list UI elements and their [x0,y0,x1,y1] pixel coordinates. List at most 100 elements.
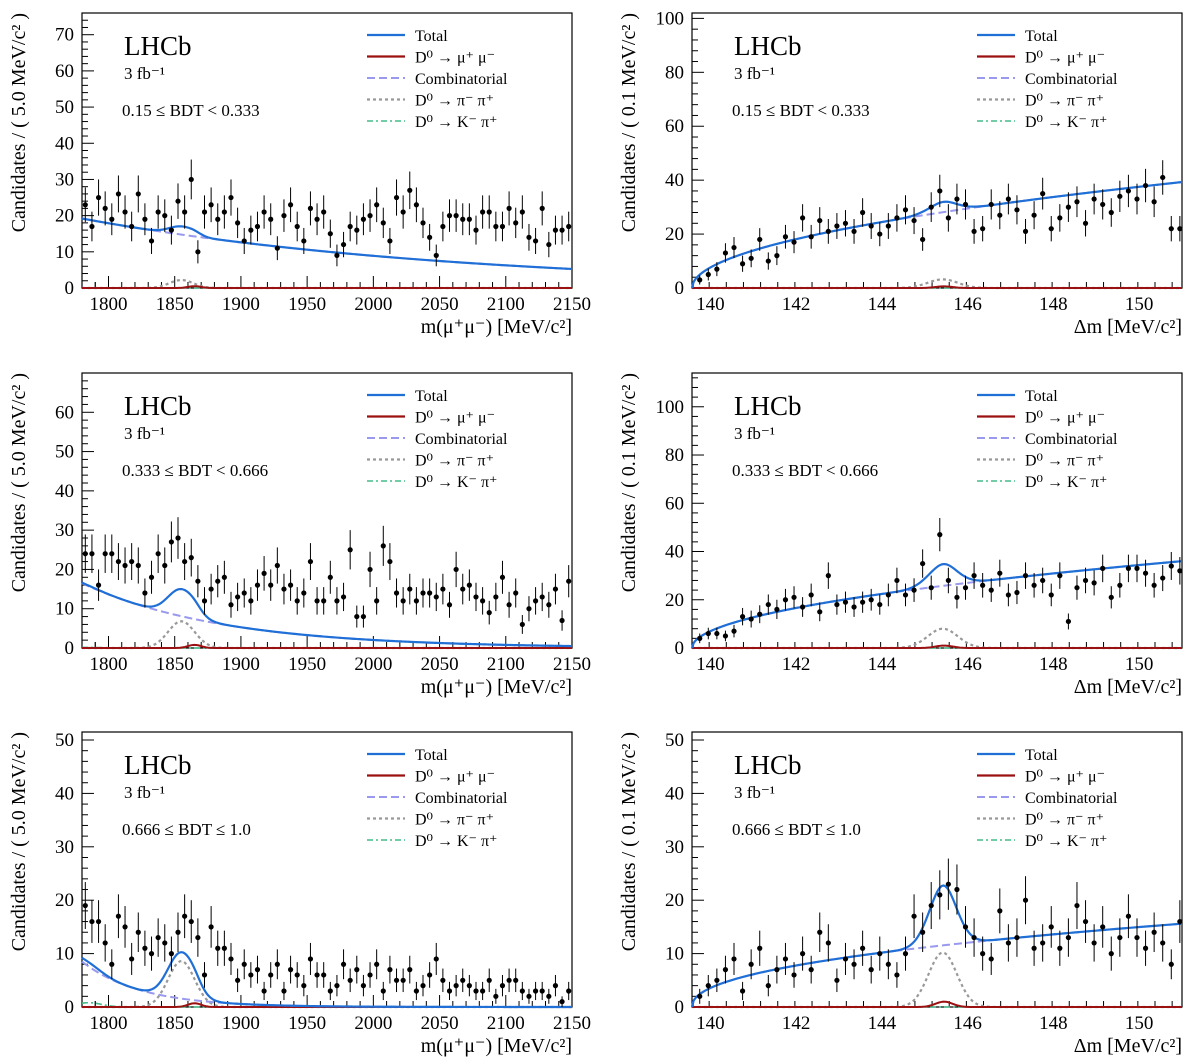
data-marker [274,562,280,569]
data-marker [221,574,227,580]
data-point [911,578,917,602]
data-marker [314,972,320,978]
data-marker [842,956,849,962]
data-point [1134,554,1140,583]
data-point [287,955,294,984]
data-point [327,560,333,594]
data-marker [1168,563,1174,569]
data-marker [175,198,181,204]
data-marker [911,913,917,919]
data-point [82,187,88,223]
legend-kpi-label: D⁰ → K⁻ π⁺ [415,114,498,131]
data-marker [195,934,201,941]
data-point [241,578,247,608]
data-marker [877,231,883,237]
x-tick-label: 2000 [354,654,392,675]
data-point [360,605,367,628]
total-curve [690,560,1183,649]
data-point [971,918,977,957]
y-tick-label: 50 [55,442,74,463]
data-marker [499,983,506,989]
data-point [493,211,499,242]
data-marker [945,215,951,221]
data-point [791,962,797,988]
data-point [228,179,234,216]
data-marker [129,558,135,565]
experiment-label: LHCb [124,750,192,780]
data-marker [902,592,909,598]
data-marker [413,202,419,208]
data-marker [513,977,519,983]
y-tick-label: 20 [55,206,74,227]
data-point [195,918,201,957]
data-marker [453,213,459,219]
data-point [885,583,891,607]
data-point [800,936,806,971]
data-point [201,195,208,229]
data-point [95,900,102,943]
data-marker [327,574,333,580]
data-point [248,587,254,615]
data-marker [506,977,512,983]
data-point [420,974,426,997]
x-tick-label: 1850 [156,654,194,675]
data-point [506,968,512,993]
data-marker [1022,897,1029,903]
data-point [274,547,280,584]
y-tick-label: 30 [55,520,74,541]
y-tick-label: 80 [665,445,684,466]
data-marker [301,238,307,244]
data-marker [1100,565,1106,571]
data-point [825,924,831,962]
y-tick-label: 60 [55,402,74,423]
data-marker [860,599,866,605]
data-marker [354,227,360,233]
data-point [334,974,340,997]
data-point [148,227,155,254]
data-marker [102,205,108,211]
data-marker [182,913,188,919]
data-point [347,211,353,242]
bdt-range-label: 0.666 ≤ BDT ≤ 1.0 [122,820,251,839]
data-marker [920,236,926,243]
panel-5: 1800 1850 1900 1950 2000 2050 2100 2150 0 10 20 30 4… [8,730,591,1057]
data-point [307,543,314,581]
data-point [208,906,214,948]
data-point [261,981,267,1001]
data-marker [135,191,141,197]
data-marker [894,215,900,221]
y-tick-label: 30 [55,837,74,858]
data-marker [851,228,857,234]
x-tick-label: 148 [1039,1013,1068,1034]
data-marker [135,929,141,935]
data-marker [954,886,960,893]
y-tick-label: 80 [665,62,684,83]
data-marker [148,574,155,580]
data-marker [1040,940,1046,946]
data-point [440,211,446,242]
y-tick-label: 60 [55,61,74,82]
data-point [851,597,857,617]
data-point [294,211,300,242]
data-marker [782,597,789,603]
data-marker [215,216,221,222]
data-marker [546,993,552,999]
data-point [506,191,512,226]
data-marker [142,945,148,951]
data-point [928,192,934,222]
data-marker [162,562,168,569]
y-tick-label: 0 [65,278,75,299]
data-marker [722,250,729,256]
data-marker [433,956,439,962]
data-marker [314,216,320,222]
data-point [1151,912,1157,952]
data-marker [162,940,168,946]
data-point [135,547,141,584]
luminosity-label: 3 fb⁻¹ [734,424,775,443]
data-point [902,195,909,225]
data-marker [102,940,108,946]
x-tick-label: 144 [868,294,897,315]
data-point [221,195,227,229]
data-marker [334,252,340,259]
data-marker [446,988,453,994]
